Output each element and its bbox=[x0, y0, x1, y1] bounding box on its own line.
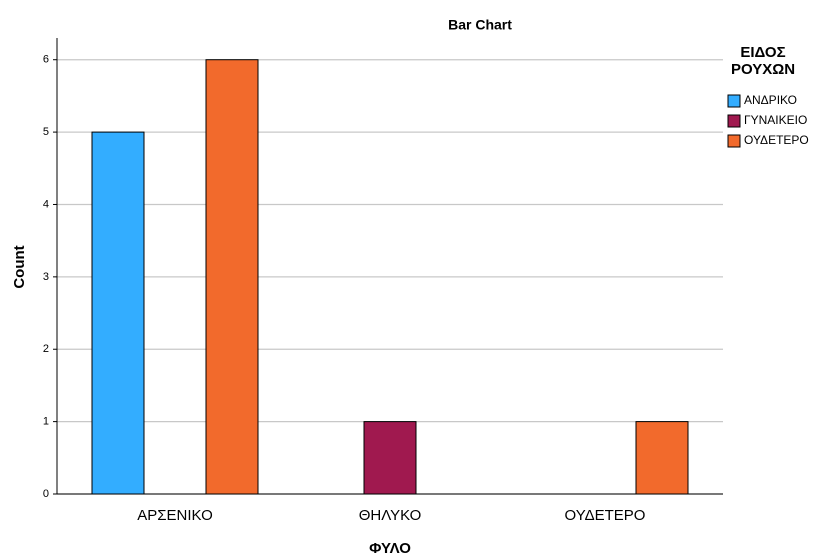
legend-swatch bbox=[727, 114, 741, 128]
legend-swatch bbox=[727, 94, 741, 108]
legend-swatch bbox=[727, 134, 741, 148]
chart-title: Bar Chart bbox=[448, 17, 512, 33]
y-tick-label: 5 bbox=[43, 126, 49, 138]
x-tick-label: ΑΡΣΕΝΙΚΟ bbox=[137, 507, 213, 524]
y-tick-label: 1 bbox=[43, 416, 49, 428]
x-tick-label: ΘΗΛΥΚΟ bbox=[359, 507, 422, 524]
legend-label: ΑΝΔΡΙΚΟ bbox=[744, 93, 797, 107]
y-tick-label: 2 bbox=[43, 343, 49, 355]
legend-label: ΓΥΝΑΙΚΕΙΟ bbox=[744, 113, 807, 127]
x-axis-label: ΦΥΛΟ bbox=[369, 540, 411, 557]
legend-title: ΕΙΔΟΣ ΡΟΥΧΩΝ bbox=[730, 44, 796, 78]
bar bbox=[205, 59, 259, 495]
bar bbox=[635, 421, 689, 495]
y-tick-label: 3 bbox=[43, 271, 49, 283]
bar bbox=[363, 421, 417, 495]
y-tick-label: 6 bbox=[43, 54, 49, 66]
y-axis-label: Count bbox=[11, 245, 28, 288]
x-tick-label: ΟΥΔΕΤΕΡΟ bbox=[565, 507, 646, 524]
y-tick-label: 4 bbox=[43, 198, 49, 210]
bar bbox=[91, 131, 145, 495]
legend-label: ΟΥΔΕΤΕΡΟ bbox=[744, 133, 809, 147]
y-tick-label: 0 bbox=[43, 488, 49, 500]
